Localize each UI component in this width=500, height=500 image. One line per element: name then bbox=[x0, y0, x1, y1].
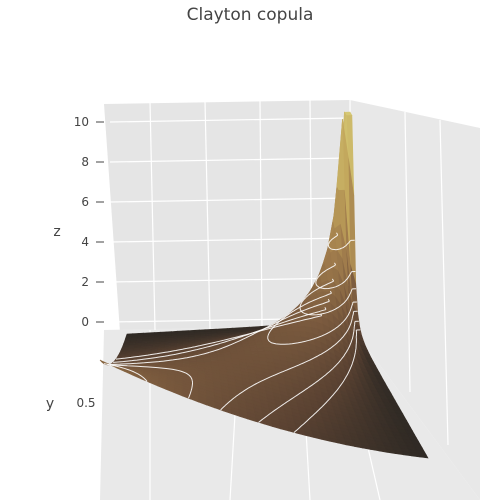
z-tick-label: 4 bbox=[81, 235, 89, 249]
surface-patch bbox=[243, 350, 252, 355]
surface-patch bbox=[255, 344, 264, 349]
surface-patch bbox=[273, 336, 283, 341]
z-tick-label: 2 bbox=[81, 275, 89, 289]
right-wall bbox=[350, 100, 480, 500]
grid-line bbox=[439, 119, 449, 446]
z-grid-line bbox=[109, 277, 351, 283]
grid-line bbox=[149, 101, 156, 331]
y-tick-label: 0.5 bbox=[76, 396, 95, 410]
z-tick-label: 8 bbox=[81, 155, 89, 169]
z-grid-line bbox=[109, 197, 351, 203]
z-tick-label: 10 bbox=[74, 115, 89, 129]
z-axis-label: z bbox=[53, 224, 60, 240]
z-tick-label: 0 bbox=[81, 315, 89, 329]
contour-line bbox=[103, 278, 357, 382]
copula-surface[interactable] bbox=[99, 111, 429, 459]
surface-patch bbox=[262, 343, 271, 349]
surface-patch bbox=[216, 356, 225, 360]
surface-patch bbox=[269, 343, 278, 349]
y-axis-label: y bbox=[46, 396, 54, 412]
contour-line bbox=[315, 262, 356, 290]
contour-line bbox=[109, 298, 358, 411]
z-grid-line bbox=[109, 237, 351, 243]
contour-line bbox=[327, 232, 355, 251]
surface-patch bbox=[279, 331, 288, 337]
back-wall bbox=[104, 100, 350, 332]
z-grid-line bbox=[109, 117, 351, 123]
surface-patch bbox=[285, 327, 294, 333]
grid-line bbox=[259, 100, 263, 328]
chart-title: Clayton copula bbox=[187, 5, 314, 25]
contour-lines bbox=[103, 232, 361, 433]
grid-line bbox=[204, 100, 211, 330]
z-tick-label: 6 bbox=[81, 195, 89, 209]
surface-patch bbox=[230, 353, 239, 357]
surface-patch bbox=[249, 347, 258, 352]
surface-patch bbox=[256, 347, 265, 352]
y-axis: 0.5 bbox=[76, 396, 95, 410]
z-axis: 0 2 4 6 8 10 bbox=[74, 115, 104, 329]
contour-line bbox=[113, 307, 359, 423]
z-grid-line bbox=[109, 157, 351, 163]
surface-patch bbox=[237, 353, 246, 357]
surface-patch bbox=[280, 335, 289, 341]
grid-line bbox=[404, 111, 411, 393]
